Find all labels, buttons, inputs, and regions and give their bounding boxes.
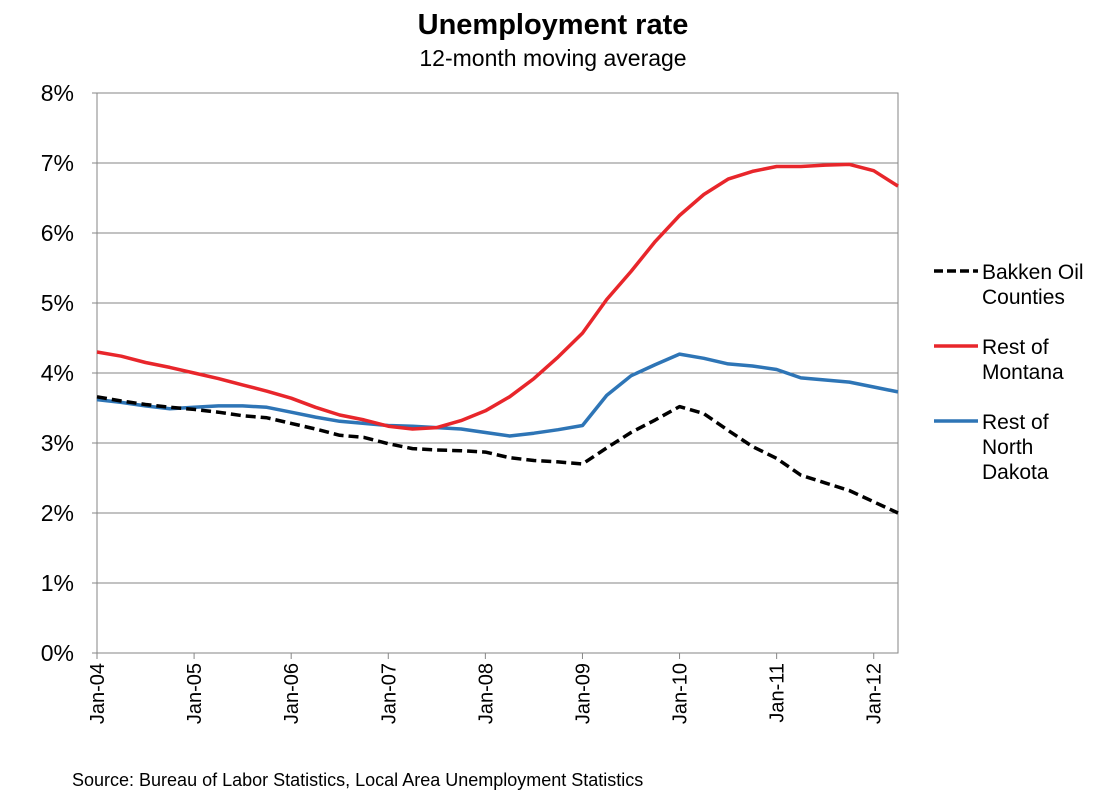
chart-subtitle: 12-month moving average bbox=[419, 45, 686, 71]
y-tick-label: 6% bbox=[41, 220, 74, 246]
x-tick-label: Jan-06 bbox=[281, 663, 303, 724]
x-tick-label: Jan-10 bbox=[670, 663, 692, 724]
series-line-1 bbox=[96, 162, 899, 431]
x-tick-label: Jan-04 bbox=[87, 663, 109, 724]
series-lines bbox=[96, 162, 899, 515]
x-tick-label: Jan-07 bbox=[378, 663, 400, 724]
y-tick-label: 0% bbox=[41, 640, 74, 666]
x-tick-label: Jan-08 bbox=[475, 663, 497, 724]
legend-label: Dakota bbox=[982, 461, 1049, 484]
x-tick-label: Jan-11 bbox=[767, 663, 789, 723]
y-tick-label: 3% bbox=[41, 430, 74, 456]
x-axis-ticks: Jan-04 Jan-05 Jan-06 Jan-07 Jan-08 Jan-09 Jan-… bbox=[87, 653, 886, 724]
legend-label: Rest of bbox=[982, 336, 1049, 359]
y-axis-ticks: 0% 1% 2% 3% 4% 5% 6% 7% 8% bbox=[41, 80, 97, 666]
x-tick-label: Jan-09 bbox=[572, 663, 594, 724]
gridlines bbox=[97, 162, 898, 584]
legend-label: Bakken Oil bbox=[982, 261, 1084, 284]
y-tick-label: 8% bbox=[41, 80, 74, 106]
source-note: Source: Bureau of Labor Statistics, Loca… bbox=[72, 770, 643, 790]
x-tick-label: Jan-05 bbox=[184, 663, 206, 724]
y-tick-label: 2% bbox=[41, 500, 74, 526]
x-tick-label: Jan-12 bbox=[864, 663, 886, 724]
y-tick-label: 5% bbox=[41, 290, 74, 316]
series-line-2 bbox=[96, 352, 899, 438]
y-tick-label: 1% bbox=[41, 570, 74, 596]
legend-label: Montana bbox=[982, 361, 1064, 384]
series-line-0 bbox=[96, 395, 899, 515]
legend-label: Rest of bbox=[982, 411, 1049, 434]
y-tick-label: 7% bbox=[41, 150, 74, 176]
legend-label: Counties bbox=[982, 286, 1065, 309]
y-tick-label: 4% bbox=[41, 360, 74, 386]
legend-label: North bbox=[982, 436, 1033, 459]
chart-title: Unemployment rate bbox=[418, 9, 689, 41]
